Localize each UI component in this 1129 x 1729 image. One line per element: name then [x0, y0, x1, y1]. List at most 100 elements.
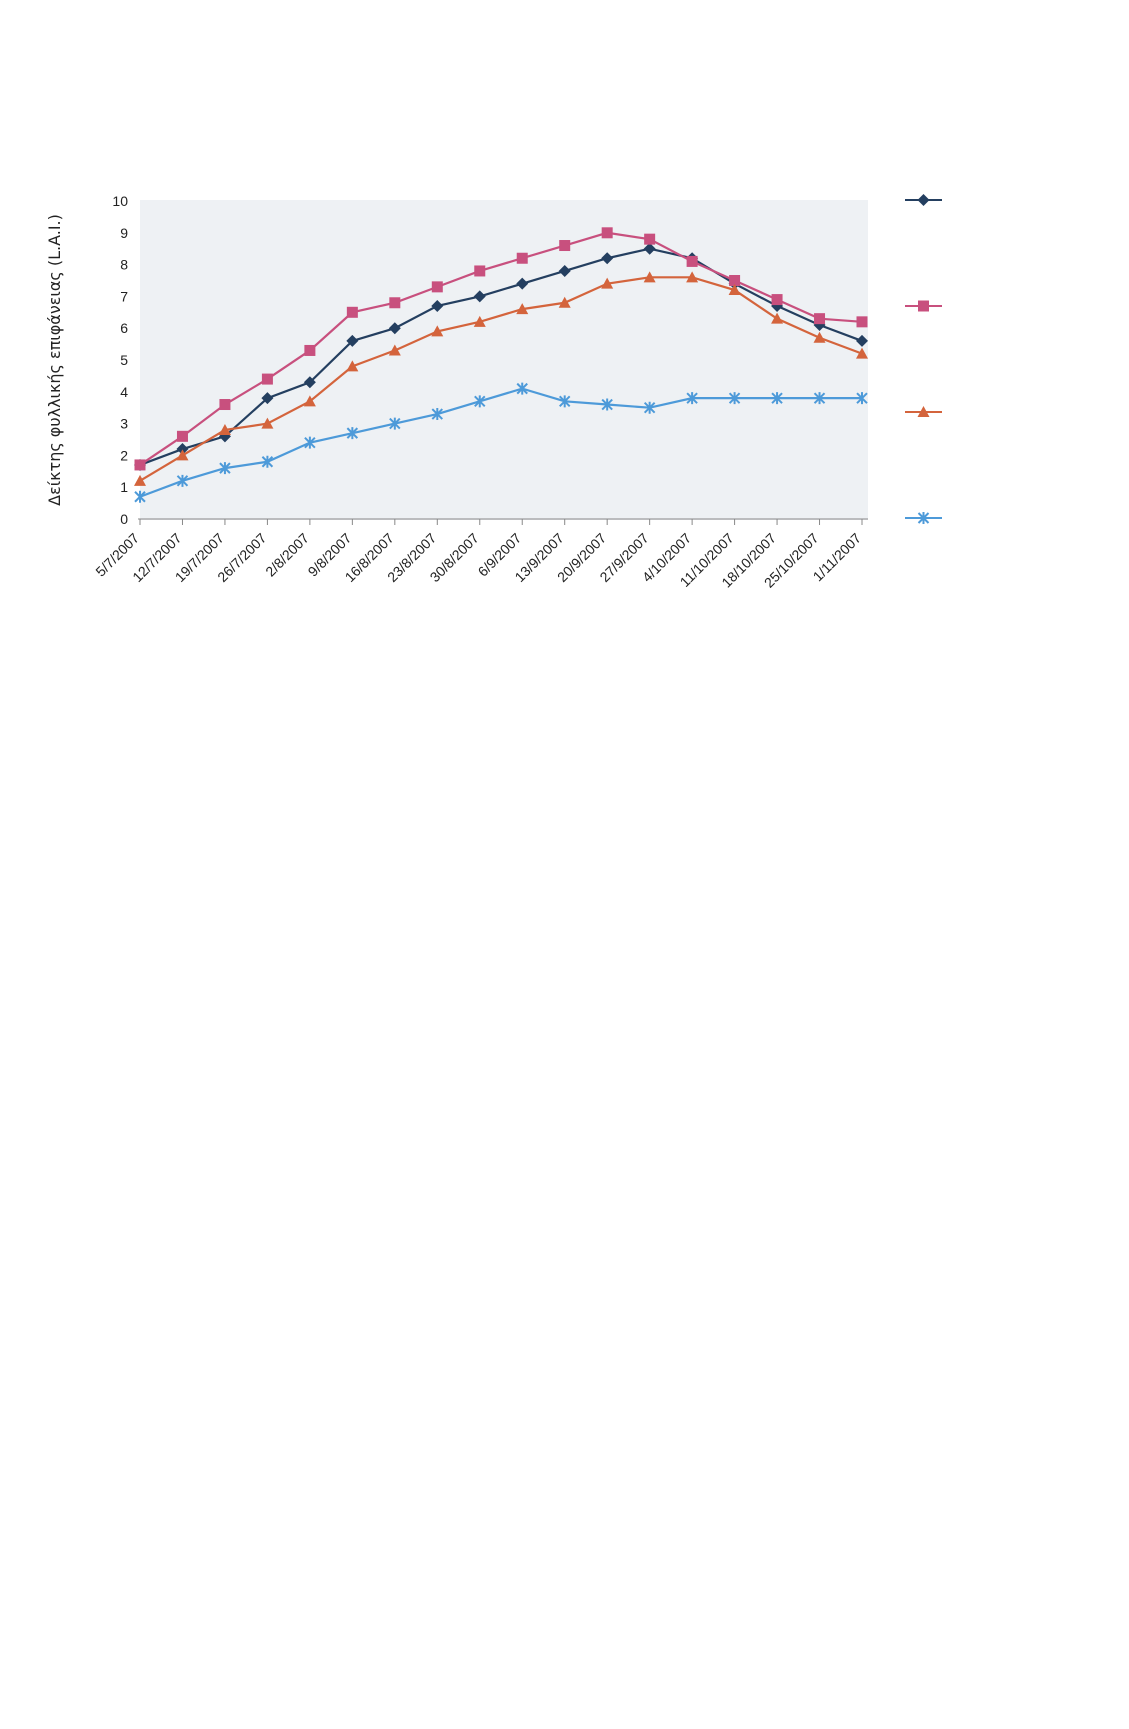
series-2-point — [644, 233, 656, 245]
y-tick-label: 0 — [120, 511, 128, 527]
series-4-point — [516, 382, 528, 395]
series-3-point — [176, 449, 189, 461]
series-4-point — [219, 462, 231, 475]
series-3-point — [728, 284, 741, 296]
series-1-point — [643, 242, 656, 255]
series-2-point — [516, 252, 528, 264]
series-3-line — [139, 276, 863, 482]
series-2-line — [139, 231, 863, 466]
series-4-point — [261, 455, 274, 468]
plot-area — [140, 200, 868, 520]
series-3-point — [261, 417, 274, 429]
series-4-point — [771, 392, 783, 405]
legend-entry-4 — [905, 512, 942, 524]
series-4-point — [389, 417, 401, 430]
y-tick-label: 7 — [120, 288, 128, 304]
series-4 — [134, 382, 868, 503]
series-1-point — [558, 264, 571, 277]
y-tick-label: 4 — [120, 384, 128, 400]
series-2-point — [346, 306, 358, 318]
legend-marker — [917, 406, 930, 417]
series-1-line — [139, 247, 863, 466]
series-1-point — [473, 290, 486, 303]
series-3-point — [346, 360, 359, 372]
y-tick-label: 6 — [120, 320, 128, 336]
series-4-point — [346, 427, 359, 440]
series-4-point — [134, 490, 146, 503]
series-3 — [134, 271, 868, 486]
series-2-point — [771, 294, 783, 306]
series-3-point — [856, 347, 868, 359]
series-1-point — [516, 277, 529, 290]
legend-entry-3 — [905, 406, 942, 417]
series-4-point — [304, 436, 316, 449]
series-1-point — [176, 443, 189, 456]
series-2-point — [134, 459, 146, 471]
series-2-point — [431, 281, 443, 293]
series-2-point — [176, 430, 188, 442]
series-4-line — [139, 387, 862, 498]
series-3-point — [303, 395, 316, 407]
series-3-point — [388, 344, 401, 356]
series-3-point — [218, 423, 231, 435]
series-2 — [134, 227, 868, 471]
series-1-point — [303, 376, 316, 389]
series-4-point — [558, 395, 571, 408]
series-2-point — [729, 275, 741, 286]
legend — [905, 194, 942, 524]
y-tick-label: 3 — [120, 416, 128, 432]
series-3-point — [516, 303, 529, 315]
series-4-point — [643, 401, 656, 414]
x-tick-label: 2/8/2007 — [262, 530, 312, 580]
series-3-point — [771, 312, 784, 324]
series-lines — [134, 227, 868, 503]
series-4-point — [176, 474, 189, 487]
series-1-point — [388, 322, 401, 335]
y-tick-label: 2 — [120, 447, 128, 463]
series-2-point — [389, 297, 401, 309]
y-tick-label: 8 — [120, 257, 128, 273]
series-3-point — [813, 331, 826, 343]
series-4-point — [474, 395, 486, 408]
series-1-point — [601, 252, 614, 265]
series-4-point — [601, 398, 613, 411]
series-2-point — [601, 227, 613, 239]
y-tick-label: 9 — [120, 225, 128, 241]
series-4-point — [431, 408, 444, 421]
legend-marker — [917, 194, 930, 206]
legend-marker — [917, 512, 930, 524]
series-4-point — [813, 392, 826, 405]
series-1-point — [261, 392, 274, 405]
y-axis-label: Δείκτης φυλλικής επιφάνειας (L.A.I.) — [45, 214, 64, 506]
series-1-point — [431, 299, 444, 312]
y-tick-labels: 0 1 2 3 4 5 6 7 8 9 10 — [112, 193, 128, 527]
x-tick-labels: 5/7/200712/7/200719/7/200726/7/20072/8/2… — [92, 519, 864, 591]
series-2-point — [686, 255, 698, 267]
series-2-point — [814, 313, 826, 325]
series-4-point — [856, 392, 868, 405]
series-1-point — [856, 334, 868, 347]
series-1-point — [346, 334, 359, 347]
series-3-point — [431, 325, 444, 337]
y-tick-label: 10 — [112, 193, 128, 209]
y-tick-label: 1 — [120, 479, 128, 495]
series-2-point — [856, 316, 868, 328]
series-3-point — [473, 315, 486, 327]
series-2-point — [559, 240, 571, 252]
series-3-point — [601, 277, 614, 289]
legend-entry-2 — [905, 300, 942, 312]
series-3-point — [643, 271, 656, 283]
series-2-point — [219, 399, 231, 411]
series-3-point — [686, 271, 699, 283]
series-3-point — [134, 474, 146, 486]
series-4-point — [728, 392, 741, 405]
legend-marker — [918, 300, 929, 312]
series-3-point — [558, 296, 571, 308]
series-2-point — [474, 265, 486, 277]
y-tick-label: 5 — [120, 352, 128, 368]
series-2-point — [261, 373, 273, 385]
series-2-point — [304, 344, 316, 356]
legend-entry-1 — [905, 194, 942, 206]
series-4-point — [686, 392, 698, 405]
